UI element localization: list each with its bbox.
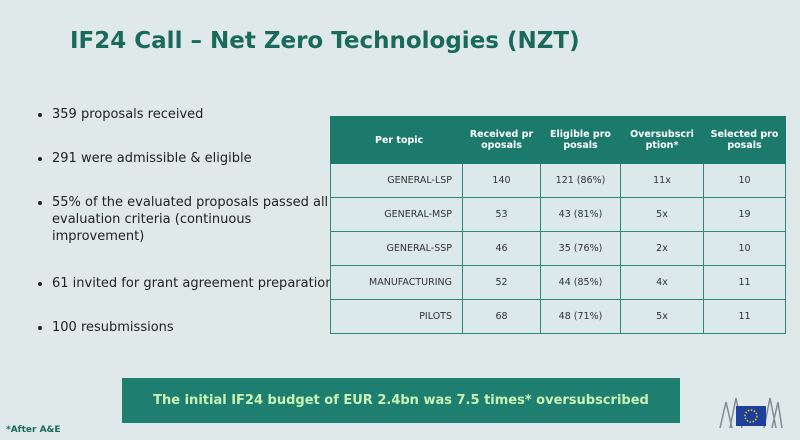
table-cell: 121 (86%)	[540, 163, 621, 198]
table-row: GENERAL-SSP 46 35 (76%) 2x 10	[330, 231, 786, 266]
table-row: GENERAL-MSP 53 43 (81%) 5x 19	[330, 197, 786, 232]
table-cell: GENERAL-SSP	[330, 231, 463, 266]
table-cell: 53	[462, 197, 541, 232]
table-row: GENERAL-LSP 140 121 (86%) 11x 10	[330, 163, 786, 198]
column-header: Oversubscription*	[620, 116, 704, 164]
table-cell: 68	[462, 299, 541, 334]
table-body: GENERAL-LSP 140 121 (86%) 11x 10 GENERAL-MSP 5…	[330, 163, 786, 334]
table-cell: 10	[703, 231, 786, 266]
bullet-list: 359 proposals received 291 were admissibl…	[32, 106, 347, 363]
topic-table: Per topic Received proposals Eligible prop…	[330, 116, 786, 334]
column-header: Eligible proposals	[540, 116, 621, 164]
footnote: *After A&E	[6, 425, 61, 435]
table-cell: 35 (76%)	[540, 231, 621, 266]
table-cell: 2x	[620, 231, 704, 266]
table-cell: GENERAL-LSP	[330, 163, 463, 198]
banner: The initial IF24 budget of EUR 2.4bn was…	[122, 378, 680, 423]
table-cell: GENERAL-MSP	[330, 197, 463, 232]
bullet: 291 were admissible & eligible	[52, 150, 347, 167]
header-row: Per topic Received proposals Eligible prop…	[330, 116, 786, 164]
column-header: Per topic	[330, 116, 463, 164]
title: IF24 Call – Net Zero Technologies (NZT)	[70, 28, 580, 54]
table-cell: 4x	[620, 265, 704, 300]
table-cell: 140	[462, 163, 541, 198]
logo	[719, 397, 783, 429]
column-header: Received proposals	[462, 116, 541, 164]
table-cell: 52	[462, 265, 541, 300]
table-cell: PILOTS	[330, 299, 463, 334]
bullet: 61 invited for grant agreement preparati…	[52, 275, 347, 292]
table-row: MANUFACTURING 52 44 (85%) 4x 11	[330, 265, 786, 300]
table-cell: 11x	[620, 163, 704, 198]
table-cell: MANUFACTURING	[330, 265, 463, 300]
table-cell: 46	[462, 231, 541, 266]
table-cell: 11	[703, 265, 786, 300]
column-header: Selected proposals	[703, 116, 786, 164]
table-cell: 10	[703, 163, 786, 198]
bullet: 359 proposals received	[52, 106, 347, 123]
table-cell: 5x	[620, 299, 704, 334]
table-cell: 11	[703, 299, 786, 334]
bullet: 55% of the evaluated proposals passed al…	[52, 194, 347, 245]
bullet: 100 resubmissions	[52, 319, 347, 336]
table-row: PILOTS 68 48 (71%) 5x 11	[330, 299, 786, 334]
table-cell: 44 (85%)	[540, 265, 621, 300]
table-cell: 19	[703, 197, 786, 232]
table-cell: 5x	[620, 197, 704, 232]
table-cell: 43 (81%)	[540, 197, 621, 232]
table-cell: 48 (71%)	[540, 299, 621, 334]
